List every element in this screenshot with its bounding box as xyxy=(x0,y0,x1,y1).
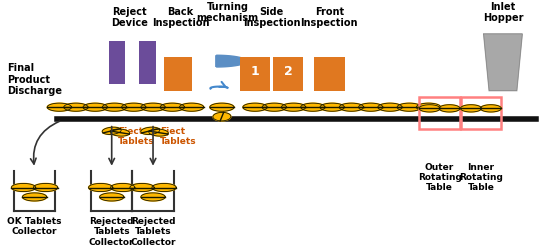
Polygon shape xyxy=(281,104,306,112)
Text: 1: 1 xyxy=(251,65,259,78)
Polygon shape xyxy=(83,104,107,112)
Polygon shape xyxy=(243,104,267,112)
Polygon shape xyxy=(64,104,88,112)
Bar xyxy=(272,57,304,91)
Polygon shape xyxy=(33,184,58,192)
Polygon shape xyxy=(416,104,441,112)
Bar xyxy=(314,57,345,91)
Bar xyxy=(164,57,192,91)
Polygon shape xyxy=(88,184,113,192)
Polygon shape xyxy=(149,130,168,136)
Polygon shape xyxy=(339,104,364,112)
Polygon shape xyxy=(180,104,203,112)
Polygon shape xyxy=(141,193,165,201)
Bar xyxy=(139,42,156,84)
Text: Rejected
Tablets
Collector: Rejected Tablets Collector xyxy=(130,216,176,246)
Text: Turning
mechanism: Turning mechanism xyxy=(196,2,259,24)
Bar xyxy=(240,57,270,91)
Polygon shape xyxy=(439,105,460,112)
Polygon shape xyxy=(262,104,286,112)
Text: Outer
Rotating
Table: Outer Rotating Table xyxy=(418,162,461,192)
Polygon shape xyxy=(12,184,36,192)
Text: 2: 2 xyxy=(284,65,292,78)
Text: OK Tablets
Collector: OK Tablets Collector xyxy=(7,216,62,235)
Polygon shape xyxy=(397,104,421,112)
Polygon shape xyxy=(152,184,176,192)
Polygon shape xyxy=(141,128,160,135)
Text: Eject
Tablets: Eject Tablets xyxy=(160,126,196,146)
Polygon shape xyxy=(122,104,146,112)
Polygon shape xyxy=(47,104,72,112)
Bar xyxy=(109,42,126,84)
Polygon shape xyxy=(22,193,47,201)
Text: Final
Product
Discharge: Final Product Discharge xyxy=(7,63,62,96)
Polygon shape xyxy=(100,193,124,201)
Polygon shape xyxy=(130,184,154,192)
Polygon shape xyxy=(419,105,440,112)
Text: Rejected
Tablets
Collector: Rejected Tablets Collector xyxy=(89,216,135,246)
Polygon shape xyxy=(359,104,383,112)
Text: Eject
Tablets: Eject Tablets xyxy=(118,126,155,146)
Text: Front
Inspection: Front Inspection xyxy=(301,6,358,28)
Polygon shape xyxy=(480,105,502,112)
Polygon shape xyxy=(141,104,165,112)
Text: Reject
Device: Reject Device xyxy=(111,6,148,28)
Polygon shape xyxy=(111,184,135,192)
Text: Back
Inspection: Back Inspection xyxy=(152,6,210,28)
Polygon shape xyxy=(160,104,185,112)
Text: Inlet
Hopper: Inlet Hopper xyxy=(483,2,523,24)
Polygon shape xyxy=(460,105,481,112)
Polygon shape xyxy=(110,130,130,136)
Polygon shape xyxy=(216,56,247,68)
Polygon shape xyxy=(484,35,522,91)
Polygon shape xyxy=(213,113,231,122)
Polygon shape xyxy=(210,104,234,112)
Polygon shape xyxy=(102,128,121,135)
Polygon shape xyxy=(378,104,402,112)
Polygon shape xyxy=(102,104,127,112)
Polygon shape xyxy=(320,104,344,112)
Polygon shape xyxy=(301,104,325,112)
Text: Side
Inspection: Side Inspection xyxy=(243,6,300,28)
Text: Inner
Rotating
Table: Inner Rotating Table xyxy=(459,162,503,192)
